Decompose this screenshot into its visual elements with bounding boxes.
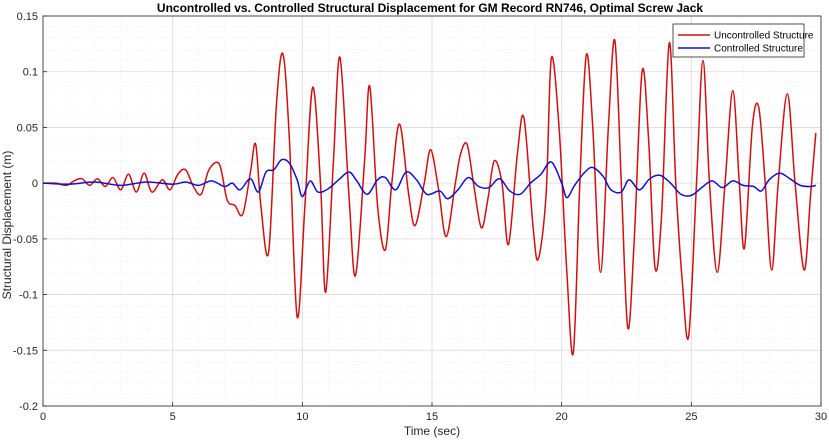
chart-title: Uncontrolled vs. Controlled Structural D… (157, 1, 703, 15)
y-tick-label: 0.05 (17, 122, 38, 134)
legend: Uncontrolled Structure Controlled Struct… (672, 23, 814, 58)
series-layer (42, 38, 817, 356)
y-tick-label: 0.1 (23, 67, 38, 79)
x-tick-label: 15 (426, 411, 438, 423)
x-tick-label: 5 (170, 411, 176, 423)
x-tick-label: 30 (815, 411, 827, 423)
y-tick-label: -0.15 (13, 345, 38, 357)
legend-label-uncontrolled: Uncontrolled Structure (714, 31, 814, 42)
series-line-controlled (42, 158, 817, 200)
y-tick-label: 0.15 (17, 11, 38, 23)
x-tick-label: 25 (685, 411, 697, 423)
y-axis-ticks: -0.2 -0.15 -0.1 -0.05 0 0.05 0.1 0.15 (13, 11, 47, 413)
x-tick-label: 0 (40, 411, 46, 423)
y-tick-label: -0.1 (19, 290, 38, 302)
y-tick-label: -0.05 (13, 234, 38, 246)
y-tick-label: 0 (32, 178, 38, 190)
x-axis-title: Time (sec) (404, 424, 460, 438)
legend-box (672, 23, 805, 58)
x-axis-ticks: 0 5 10 15 20 25 30 (40, 402, 827, 423)
x-tick-label: 20 (556, 411, 568, 423)
series-line-uncontrolled (42, 38, 817, 356)
x-tick-label: 10 (296, 411, 308, 423)
legend-label-controlled: Controlled Structure (714, 44, 803, 55)
y-axis-title: Structural Displacement (m) (0, 151, 14, 300)
y-tick-label: -0.2 (19, 401, 38, 413)
